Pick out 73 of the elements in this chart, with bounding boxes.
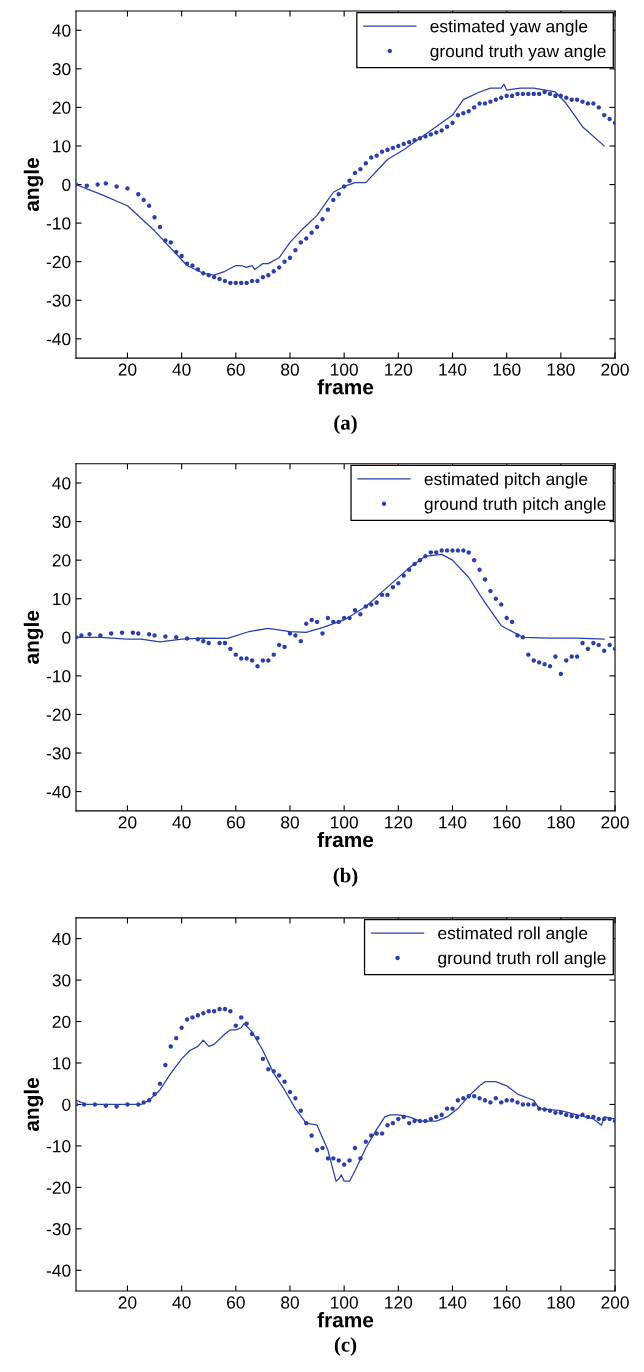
y-axis-title: angle bbox=[23, 610, 44, 664]
y-tick-label: 10 bbox=[53, 1057, 71, 1070]
x-tick-label: 20 bbox=[118, 816, 137, 829]
x-tick-label: 20 bbox=[118, 1296, 137, 1309]
y-tick-label: 20 bbox=[52, 101, 71, 114]
x-tick-label: 200 bbox=[601, 1296, 629, 1309]
x-tick-label: 160 bbox=[493, 1296, 521, 1309]
y-tick-label: 0 bbox=[62, 631, 71, 644]
y-axis-title: angle bbox=[23, 1077, 44, 1132]
x-tick-label: 60 bbox=[227, 363, 245, 376]
y-tick-label: -10 bbox=[46, 670, 71, 683]
x-tick-label: 160 bbox=[493, 816, 521, 829]
legend-label: ground truth roll angle bbox=[438, 951, 606, 968]
x-tick-label: 100 bbox=[330, 816, 358, 829]
x-tick-label: 80 bbox=[281, 816, 299, 829]
x-tick-label: 200 bbox=[601, 816, 629, 829]
x-tick-label: 60 bbox=[227, 816, 245, 829]
y-tick-label: 10 bbox=[53, 592, 71, 606]
x-tick-label: 40 bbox=[172, 816, 191, 829]
legend-label: ground truth pitch angle bbox=[424, 497, 606, 514]
x-tick-label: 120 bbox=[385, 1296, 413, 1309]
legend-label: ground truth yaw angle bbox=[430, 44, 606, 61]
y-tick-label: -10 bbox=[46, 217, 71, 230]
x-tick-label: 140 bbox=[439, 816, 467, 829]
x-tick-label: 140 bbox=[439, 1296, 467, 1309]
y-tick-label: 40 bbox=[52, 477, 71, 490]
y-tick-label: 20 bbox=[52, 1015, 71, 1028]
y-tick-label: 30 bbox=[52, 974, 71, 987]
x-tick-label: 180 bbox=[547, 363, 575, 376]
y-tick-label: 40 bbox=[52, 24, 71, 37]
text: (c) bbox=[334, 1337, 357, 1356]
x-tick-label: 120 bbox=[385, 363, 413, 376]
y-tick-label: -30 bbox=[46, 294, 71, 307]
x-axis-title: frame bbox=[317, 379, 374, 395]
x-tick-label: 140 bbox=[439, 363, 467, 376]
legend-label: estimated pitch angle bbox=[424, 472, 588, 489]
x-axis-title: frame bbox=[317, 831, 374, 848]
y-tick-label: 10 bbox=[53, 140, 71, 153]
x-tick-label: 200 bbox=[601, 363, 629, 376]
x-tick-label: 180 bbox=[547, 816, 575, 829]
x-tick-label: 40 bbox=[172, 1296, 191, 1309]
text: (a) bbox=[334, 415, 357, 434]
x-tick-label: 180 bbox=[547, 1296, 575, 1309]
y-tick-label: -40 bbox=[46, 1264, 71, 1277]
x-tick-label: 80 bbox=[281, 1296, 299, 1309]
x-tick-label: 40 bbox=[172, 363, 191, 376]
y-tick-label: 40 bbox=[52, 932, 71, 946]
text: (b) bbox=[333, 867, 358, 887]
x-tick-label: 60 bbox=[227, 1296, 245, 1309]
y-tick-label: -20 bbox=[46, 1181, 71, 1194]
y-tick-label: -30 bbox=[46, 747, 71, 760]
y-tick-label: -40 bbox=[46, 785, 71, 799]
y-axis-title: angle bbox=[23, 158, 44, 212]
y-tick-label: -40 bbox=[46, 332, 71, 346]
y-tick-label: 30 bbox=[52, 63, 71, 76]
x-tick-label: 100 bbox=[330, 363, 358, 376]
y-tick-label: -20 bbox=[46, 708, 71, 721]
x-tick-label: 100 bbox=[330, 1296, 358, 1309]
y-tick-label: -30 bbox=[46, 1223, 71, 1236]
line-series bbox=[75, 1022, 616, 1182]
x-tick-label: 120 bbox=[385, 816, 413, 829]
x-axis-title: frame bbox=[317, 1312, 374, 1328]
x-tick-label: 160 bbox=[493, 363, 521, 376]
x-tick-label: 20 bbox=[118, 363, 137, 376]
x-tick-label: 80 bbox=[281, 363, 299, 376]
y-tick-label: 0 bbox=[62, 1098, 71, 1111]
y-tick-label: 0 bbox=[62, 178, 71, 191]
y-tick-label: 30 bbox=[52, 515, 71, 529]
legend-label: estimated yaw angle bbox=[430, 19, 588, 36]
y-tick-label: -10 bbox=[46, 1140, 71, 1153]
legend-label: estimated roll angle bbox=[438, 926, 588, 943]
y-tick-label: 20 bbox=[52, 554, 71, 567]
y-tick-label: -20 bbox=[46, 255, 71, 269]
